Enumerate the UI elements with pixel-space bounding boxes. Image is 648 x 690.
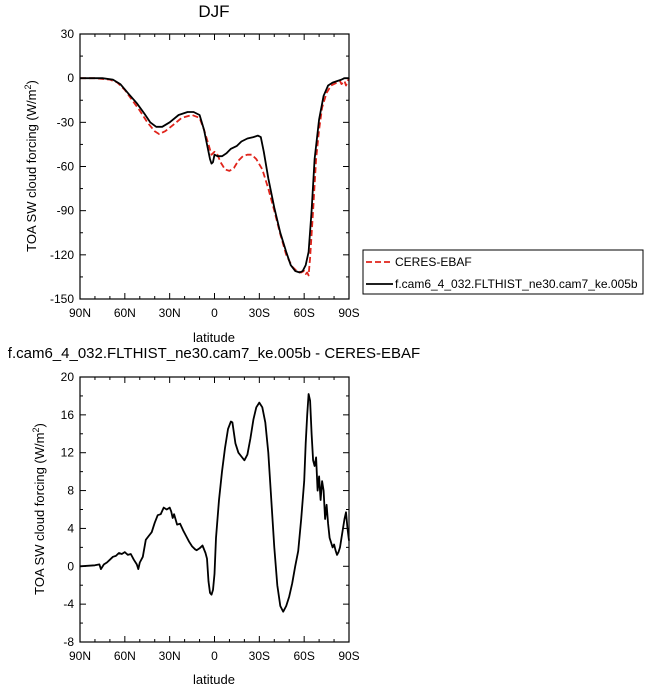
panel2-y-tick-label: -4	[63, 597, 74, 611]
panel1-x-tick-label: 90N	[69, 306, 91, 320]
panel1-title: DJF	[198, 2, 229, 21]
panel2-x-tick-label: 0	[211, 649, 218, 663]
panel1-y-tick-label: 0	[67, 71, 74, 85]
panel2-x-tick-label: 90S	[338, 649, 359, 663]
panel1-x-tick-label: 30N	[159, 306, 181, 320]
legend-label-ceres: CERES-EBAF	[395, 255, 472, 269]
panel1-y-tick-label: -90	[57, 204, 75, 218]
panel1-y-tick-label: -60	[57, 160, 75, 174]
panel1-x-tick-label: 0	[211, 306, 218, 320]
panel1-series-line-1	[80, 77, 349, 274]
panel2-series-line-0	[79, 393, 350, 613]
panel2-series	[79, 393, 350, 613]
panel1-y-tick-label: 30	[61, 27, 75, 41]
panel2-y-tick-label: -8	[63, 635, 74, 649]
panel2-x-tick-label: 60N	[114, 649, 136, 663]
panel1-x-tick-label: 90S	[338, 306, 359, 320]
panel2-y-tick-label: 12	[61, 446, 75, 460]
panel1-x-axis-label: latitude	[193, 330, 235, 345]
panel-difference: f.cam6_4_032.FLTHIST_ne30.cam7_ke.005b -…	[8, 345, 420, 687]
panel2-x-tick-label: 90N	[69, 649, 91, 663]
panel1-y-tick-label: -120	[50, 248, 74, 262]
panel1-y-tick-label: -150	[50, 292, 74, 306]
panel1-series-line-0	[80, 77, 350, 277]
legend-box	[362, 249, 644, 295]
panel1-plot-frame	[79, 33, 350, 300]
panel2-y-tick-label: 8	[67, 484, 74, 498]
panel2-y-tick-label: 20	[61, 370, 75, 384]
panel2-title: f.cam6_4_032.FLTHIST_ne30.cam7_ke.005b -…	[8, 345, 420, 362]
panel2-y-tick-label: 4	[67, 521, 74, 535]
panel2-y-tick-label: 16	[61, 408, 75, 422]
panel1-series	[80, 77, 350, 277]
panel2-plot-frame	[79, 376, 350, 643]
panel2-y-axis-label: TOA SW cloud forcing (W/m2)	[31, 423, 47, 595]
panel2-x-tick-label: 60S	[293, 649, 314, 663]
panel1-y-axis-label: TOA SW cloud forcing (W/m2)	[23, 80, 39, 252]
panel2-y-tick-label: 0	[67, 559, 74, 573]
panel2-x-tick-label: 30S	[249, 649, 270, 663]
legend: CERES-EBAF f.cam6_4_032.FLTHIST_ne30.cam…	[362, 249, 644, 295]
legend-label-model: f.cam6_4_032.FLTHIST_ne30.cam7_ke.005b	[395, 277, 638, 291]
panel1-x-tick-label: 60N	[114, 306, 136, 320]
panel1-x-tick-label: 30S	[249, 306, 270, 320]
panel2-x-tick-label: 30N	[159, 649, 181, 663]
panel1-x-tick-label: 60S	[293, 306, 314, 320]
panel1-y-tick-label: -30	[57, 115, 75, 129]
panel2-x-axis-label: latitude	[193, 672, 235, 687]
